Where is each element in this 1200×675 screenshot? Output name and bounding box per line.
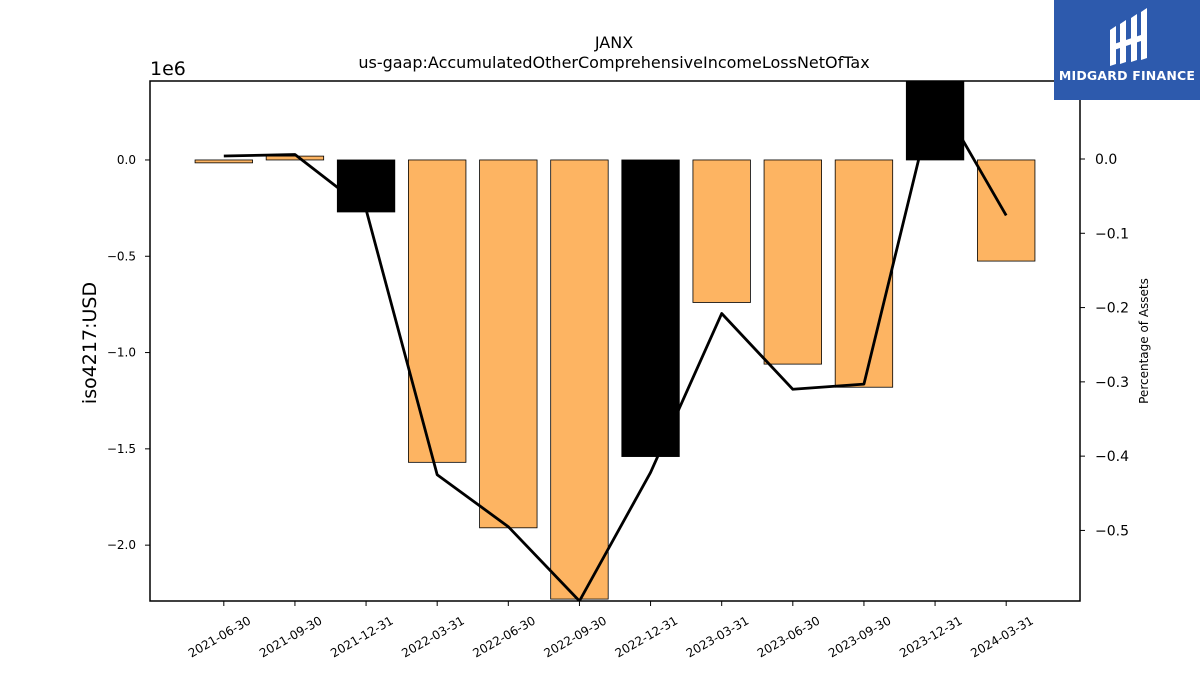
y-axis-label: iso4217:USD [79,282,101,404]
bar-2022-06-30 [479,159,538,529]
x-tick-label: 2023-06-30 [755,613,822,660]
percentage-of-assets-line [223,90,1008,601]
y-offset-label: 1e6 [150,58,186,80]
y-tick-label: 0.0 [117,153,136,167]
y-tick-label: −1.0 [107,346,136,360]
y2-tick-label: −0.5 [1095,523,1129,539]
chart-title: JANX [594,33,633,52]
bar-2022-03-31 [408,159,467,463]
x-tick-label: 2022-03-31 [399,613,466,660]
y2-tick-label: 0.0 [1095,152,1117,168]
bar-2023-03-31 [692,159,751,303]
y-tick-label: −1.5 [107,442,136,456]
axes-layer: 0.0 −0.5 −1.0 −1.5 −2.0 0.0 −0.1 −0.2 −0.3 −0.4 −0… [107,80,1129,660]
bar-2023-06-30 [763,159,822,365]
y2-tick-label: −0.4 [1095,449,1129,465]
midgard-finance-logo: MIDGARD FINANCE [1054,0,1200,100]
y2-tick-label: −0.2 [1095,301,1129,317]
bar-2022-09-30 [550,159,609,600]
x-tick-label: 2023-12-31 [897,613,964,660]
bar-2023-09-30 [834,159,894,388]
y2-tick-label: −0.1 [1095,226,1129,242]
logo-mark-icon [1110,8,1147,66]
x-tick-label: 2022-06-30 [470,613,537,660]
x-tick-label: 2024-03-31 [968,613,1035,660]
bar-2021-06-30 [194,159,253,164]
x-tick-label: 2023-03-31 [684,613,751,660]
bar-2021-12-31 [336,159,396,213]
x-tick-label: 2023-09-30 [826,613,893,660]
bar-2021-09-30 [265,155,325,161]
y-tick-label: −0.5 [107,249,136,263]
x-tick-label: 2021-06-30 [186,613,253,660]
bars-layer [194,80,1036,600]
x-tick-label: 2022-09-30 [542,613,609,660]
x-tick-label: 2021-09-30 [257,613,324,660]
bar-2024-03-31 [977,159,1036,262]
y-tick-label: −2.0 [107,538,136,552]
chart-subtitle: us-gaap:AccumulatedOtherComprehensiveInc… [358,53,869,72]
bar-2022-12-31 [621,159,680,457]
plot-frame [149,80,1081,602]
x-tick-label: 2022-12-31 [613,613,680,660]
y2-axis-label: Percentage of Assets [1137,278,1151,404]
x-tick-label: 2021-12-31 [328,613,395,660]
logo-text: MIDGARD FINANCE [1058,68,1196,83]
line-layer [223,90,1008,601]
y2-tick-label: −0.3 [1095,375,1129,391]
